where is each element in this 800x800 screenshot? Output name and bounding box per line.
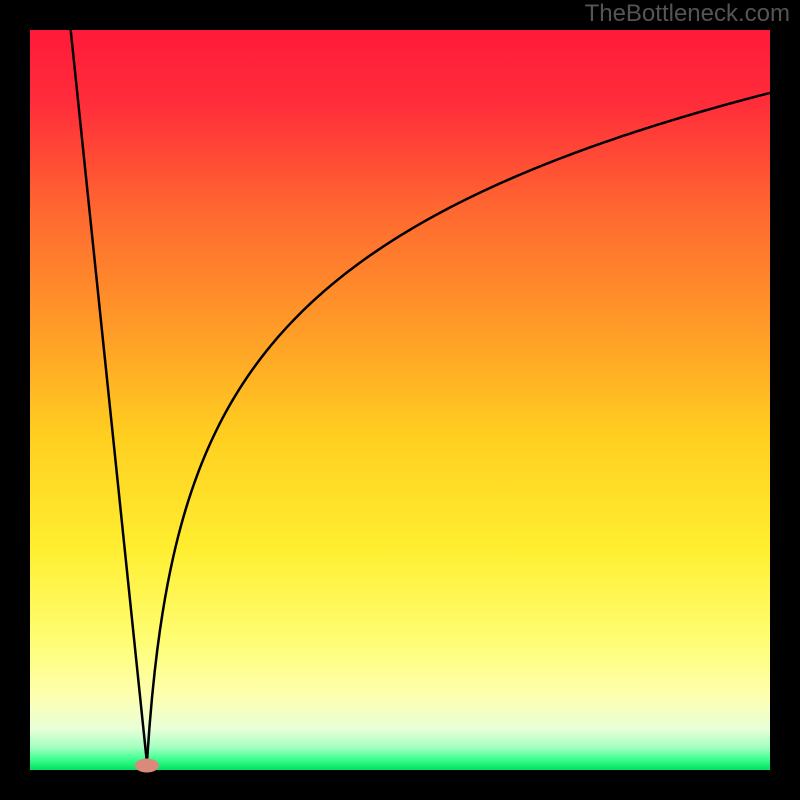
- chart-container: TheBottleneck.com: [0, 0, 800, 800]
- plot-background: [30, 30, 770, 770]
- attribution-text: TheBottleneck.com: [585, 0, 790, 28]
- minimum-marker: [135, 759, 159, 773]
- bottleneck-chart: [0, 0, 800, 800]
